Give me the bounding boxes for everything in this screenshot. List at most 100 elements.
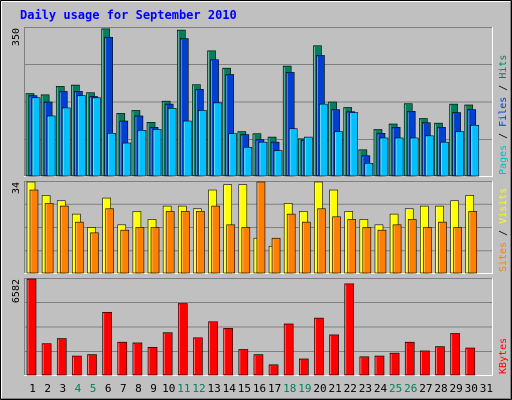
x-tick-label-day-26: 26: [404, 382, 417, 395]
bar-pages-day-14: [228, 133, 237, 177]
bar-pages-day-20: [319, 103, 328, 177]
x-tick-label-day-18: 18: [283, 382, 296, 395]
legend-panel-2: Sites / Visits: [498, 188, 509, 272]
bar-kbytes-day-28: [435, 346, 445, 376]
bar-pages-day-17: [273, 150, 283, 177]
x-tick-label-day-28: 28: [434, 382, 447, 395]
bar-sites-day-25: [392, 224, 402, 274]
bar-kbytes-day-4: [72, 355, 82, 376]
legend-entry-pages-0: Pages: [498, 145, 509, 175]
x-tick-label-day-29: 29: [450, 382, 463, 395]
bar-sites-day-1: [29, 189, 39, 274]
ymax-labels: 350 34 6582: [11, 28, 22, 303]
x-tick-label-day-9: 9: [150, 382, 157, 395]
bar-sites-day-26: [407, 219, 417, 274]
ymax-label-panel-1: 350: [11, 28, 22, 46]
bar-kbytes-day-22: [344, 283, 355, 376]
bar-kbytes-day-14: [223, 328, 233, 376]
bar-kbytes-day-12: [193, 337, 203, 376]
x-tick-label-day-1: 1: [29, 382, 36, 395]
x-tick-label-day-22: 22: [344, 382, 357, 395]
x-tick-label-day-25: 25: [389, 382, 402, 395]
x-tick-label-day-11: 11: [177, 382, 190, 395]
x-tick-label-day-15: 15: [238, 382, 251, 395]
bar-kbytes-day-24: [374, 355, 385, 376]
bar-pages-day-10: [167, 108, 177, 177]
bar-kbytes-day-26: [404, 341, 415, 376]
x-tick-label-day-27: 27: [419, 382, 432, 395]
bar-pages-day-11: [182, 120, 192, 177]
legend-entry-sites-0: Sites: [498, 242, 509, 272]
bar-pages-day-22: [349, 112, 359, 177]
legend-panel-3: KBytes: [498, 338, 509, 374]
x-tick-label-day-31: 31: [480, 382, 493, 395]
bar-pages-day-25: [394, 137, 404, 177]
bar-kbytes-day-19: [299, 358, 309, 376]
x-tick-label-day-19: 19: [298, 382, 311, 395]
bar-pages-day-29: [455, 131, 464, 177]
bar-pages-day-12: [198, 110, 207, 177]
x-tick-label-day-17: 17: [268, 382, 281, 395]
bar-sites-day-5: [90, 232, 99, 274]
bar-kbytes-day-10: [162, 332, 173, 376]
bar-sites-day-4: [75, 221, 84, 274]
bar-kbytes-day-1: [26, 278, 37, 376]
bar-kbytes-day-29: [450, 333, 460, 376]
bar-pages-day-26: [409, 137, 419, 177]
x-tick-label-day-24: 24: [374, 382, 388, 395]
legend-entry-slash-3: /: [498, 79, 509, 97]
bar-sites-day-10: [165, 211, 175, 274]
x-tick-label-day-16: 16: [253, 382, 266, 395]
bar-pages-day-8: [137, 130, 147, 177]
legend-entry-slash-1: /: [498, 224, 509, 242]
bar-sites-day-7: [120, 229, 130, 274]
bar-pages-day-30: [470, 124, 480, 177]
bar-kbytes-day-9: [147, 346, 158, 376]
x-tick-label-day-5: 5: [90, 382, 97, 395]
bar-kbytes-day-21: [329, 334, 339, 376]
bar-pages-day-24: [379, 137, 389, 177]
bar-kbytes-day-18: [283, 323, 294, 376]
legend-labels: Pages / Files / Hits Sites / Visits KBytes: [498, 55, 509, 374]
bar-pages-day-5: [92, 97, 101, 177]
x-tick-label-day-7: 7: [120, 382, 127, 395]
x-tick-label-day-3: 3: [60, 382, 67, 395]
bar-pages-day-18: [288, 128, 298, 177]
bar-kbytes-day-8: [132, 342, 143, 376]
bar-sites-day-8: [135, 227, 145, 274]
bar-pages-day-21: [334, 131, 343, 177]
x-tick-label-day-2: 2: [44, 382, 51, 395]
bar-sites-day-22: [347, 219, 357, 274]
x-tick-label-day-23: 23: [359, 382, 372, 395]
legend-panel-1: Pages / Files / Hits: [498, 55, 509, 175]
ymax-label-panel-3: 6582: [11, 279, 22, 303]
x-tick-label-day-6: 6: [105, 382, 112, 395]
bar-sites-day-19: [302, 221, 311, 274]
x-tick-label-day-20: 20: [313, 382, 326, 395]
bar-pages-day-13: [213, 102, 222, 177]
bar-sites-day-16: [256, 181, 266, 274]
bar-kbytes-day-2: [41, 343, 52, 376]
bar-kbytes-day-30: [465, 347, 476, 376]
bar-sites-day-23: [362, 227, 372, 274]
bar-sites-day-3: [59, 205, 69, 274]
x-tick-label-day-10: 10: [162, 382, 175, 395]
bar-pages-day-19: [304, 136, 313, 177]
bar-kbytes-day-17: [268, 364, 279, 376]
bar-sites-day-13: [211, 205, 220, 274]
bar-kbytes-day-3: [56, 338, 67, 376]
bar-kbytes-day-7: [117, 341, 128, 376]
x-tick-label-day-8: 8: [135, 382, 142, 395]
bar-sites-day-28: [438, 221, 447, 274]
bar-sites-day-20: [317, 208, 326, 274]
bar-kbytes-day-13: [208, 321, 218, 376]
bars-layer: [25, 28, 480, 376]
bar-kbytes-day-6: [102, 311, 112, 376]
bar-sites-day-12: [196, 211, 205, 274]
bar-pages-day-7: [122, 142, 132, 177]
legend-entry-files-2: Files: [498, 97, 509, 127]
bar-sites-day-11: [180, 211, 190, 274]
bar-sites-day-21: [332, 216, 341, 274]
ymax-label-panel-2: 34: [11, 182, 22, 194]
